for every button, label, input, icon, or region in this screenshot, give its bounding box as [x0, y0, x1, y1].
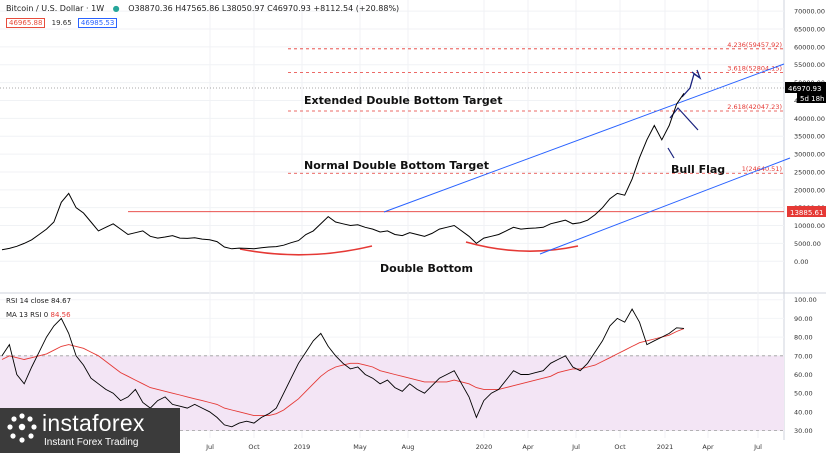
watermark-brand: instaforex — [42, 410, 145, 436]
time-axis-tick-label: 2021 — [657, 443, 674, 451]
rsi-ma-legend-label: MA 13 RSI 0 — [6, 311, 49, 319]
countdown-tag-text: 5d 18h — [800, 95, 824, 103]
price-axis-tick-label: 20000.00 — [794, 186, 825, 194]
time-axis-tick-label: Apr — [522, 443, 534, 451]
rsi-axis-tick-label: 40.00 — [794, 408, 813, 416]
double-bottom-right-curve — [465, 241, 579, 252]
level-tag-text: 13885.61 — [790, 209, 823, 217]
rsi-axis-tick-label: 80.00 — [794, 334, 813, 342]
rsi-ma-legend[interactable]: MA 13 RSI 0 84.56 — [6, 311, 71, 319]
time-axis-tick-label: Jul — [205, 443, 214, 451]
price-axis-tick-label: 5000.00 — [794, 240, 821, 248]
rsi-axis-tick-label: 60.00 — [794, 371, 813, 379]
price-axis-tick-label: 0.00 — [794, 258, 808, 266]
price-axis-ticks: 0.005000.0010000.0015000.0020000.0025000… — [794, 8, 825, 266]
bull-flag-label: Bull Flag — [671, 163, 725, 176]
price-series-line — [1, 93, 685, 251]
rsi-ma-series-line — [1, 328, 685, 417]
fib-level-label: 3.618(52804.15) — [727, 65, 782, 73]
rsi-ma-legend-value: 84.56 — [50, 311, 71, 319]
rsi-legend[interactable]: RSI 14 close 84.67 — [6, 297, 71, 305]
fib-level-label: 2.618(42047.23) — [727, 103, 782, 111]
buy-price-button[interactable]: 46985.53 — [77, 18, 118, 28]
fib-level-label: 4.236(59457.92) — [727, 41, 782, 49]
level-tag — [787, 206, 826, 217]
price-axis-tick-label: 60000.00 — [794, 43, 825, 51]
rsi-axis-tick-label: 100.00 — [794, 296, 817, 304]
quote-row: 46965.88 19.65 46985.53 — [6, 18, 118, 28]
watermark-tagline: Instant Forex Trading — [44, 437, 139, 448]
time-axis-tick-label: Jul — [753, 443, 762, 451]
price-axis-tick-label: 55000.00 — [794, 61, 825, 69]
time-axis-tick-label: 2019 — [294, 443, 311, 451]
time-axis-tick-label: Apr — [702, 443, 714, 451]
last-price-tag — [785, 82, 826, 93]
status-dot: ● — [112, 4, 120, 13]
instaforex-logo-icon — [7, 413, 37, 443]
price-axis-tick-label: 25000.00 — [794, 168, 825, 176]
time-axis-tick-label: Aug — [402, 443, 415, 451]
time-axis-tick-label: Oct — [248, 443, 260, 451]
watermark: instaforex Instant Forex Trading — [0, 408, 180, 453]
time-axis-tick-label: May — [353, 443, 367, 451]
countdown-tag — [797, 93, 826, 103]
extended-target-label: Extended Double Bottom Target — [304, 94, 502, 107]
bull-flag-bottom-line — [667, 147, 675, 159]
rsi-legend-value: 84.67 — [51, 297, 72, 305]
rsi-axis-ticks: 30.00 40.00 50.00 60.00 70.00 80.00 90.00 100.0… — [794, 296, 817, 435]
chart-header: Bitcoin / U.S. Dollar · 1W ● O38870.36 H… — [6, 4, 405, 13]
price-axis-tick-label: 40000.00 — [794, 115, 825, 123]
channel-upper-line[interactable] — [383, 63, 785, 213]
symbol-title[interactable]: Bitcoin / U.S. Dollar · 1W — [6, 4, 105, 13]
time-axis-tick-label: Oct — [614, 443, 626, 451]
price-axis-tick-label: 30000.00 — [794, 151, 825, 159]
normal-target-label: Normal Double Bottom Target — [304, 159, 489, 172]
time-axis-ticks: Jul Oct 2019 May Aug 2020 Apr Jul Oct 2021 Apr Jul — [205, 443, 762, 451]
price-axis-tick-label: 70000.00 — [794, 8, 825, 16]
time-axis-tick-label: 2020 — [476, 443, 493, 451]
rsi-axis-tick-label: 70.00 — [794, 352, 813, 360]
rsi-axis-tick-label: 90.00 — [794, 315, 813, 323]
rsi-series-line — [1, 308, 685, 428]
spread-value: 19.65 — [51, 19, 72, 27]
channel-lower-line[interactable] — [539, 157, 791, 255]
price-axis-tick-label: 65000.00 — [794, 26, 825, 34]
time-axis-tick-label: Jul — [571, 443, 580, 451]
rsi-legend-label: RSI 14 close — [6, 297, 49, 305]
double-bottom-label: Double Bottom — [380, 262, 473, 275]
ohlc-readout: O38870.36 H47565.86 L38050.97 C46970.93 … — [128, 4, 400, 13]
double-bottom-left-curve — [239, 245, 373, 256]
rsi-axis-tick-label: 50.00 — [794, 390, 813, 398]
rsi-axis-tick-label: 30.00 — [794, 427, 813, 435]
price-axis-tick-label: 10000.00 — [794, 222, 825, 230]
price-axis-tick-label: 35000.00 — [794, 133, 825, 141]
last-price-tag-text: 46970.93 — [788, 85, 821, 93]
sell-price-button[interactable]: 46965.88 — [6, 18, 46, 28]
breakout-arrow-head — [691, 69, 702, 80]
